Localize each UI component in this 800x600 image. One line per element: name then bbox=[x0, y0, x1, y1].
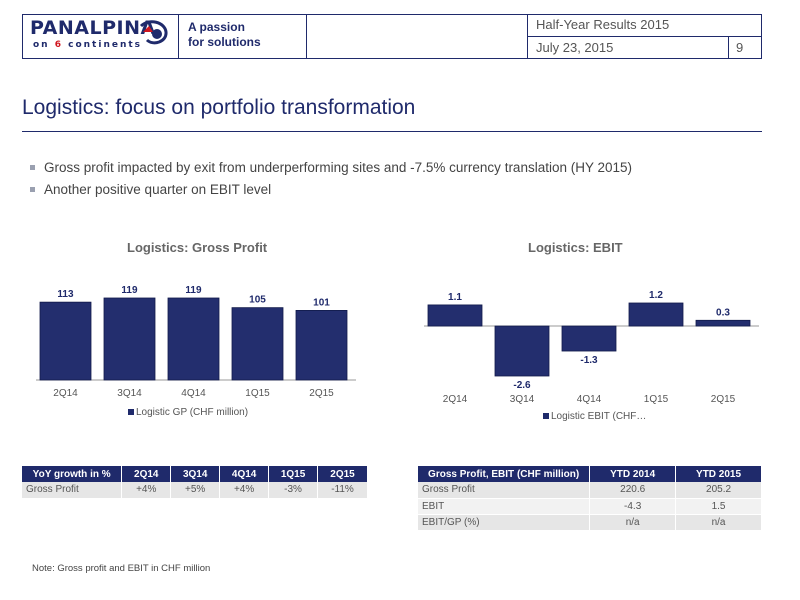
column-header: 3Q14 bbox=[170, 466, 221, 482]
tick-label: 2Q14 bbox=[443, 394, 468, 405]
table-cell: +4% bbox=[219, 482, 270, 499]
bullet-list: Gross profit impacted by exit from under… bbox=[30, 157, 632, 201]
data-label: 113 bbox=[57, 289, 74, 300]
logo-globe-icon bbox=[139, 20, 168, 45]
footnote: Note: Gross profit and EBIT in CHF milli… bbox=[32, 563, 211, 574]
data-label: 1.1 bbox=[448, 292, 462, 303]
column-header: 2Q14 bbox=[121, 466, 172, 482]
data-label: -1.3 bbox=[580, 355, 598, 366]
data-label: 101 bbox=[313, 297, 330, 308]
data-label: 119 bbox=[185, 285, 202, 296]
gp-legend: Logistic GP (CHF million) bbox=[128, 407, 248, 418]
logo-wordmark: PANALPINA bbox=[30, 17, 156, 39]
page-title: Logistics: focus on portfolio transforma… bbox=[22, 96, 416, 119]
bar-2Q14 bbox=[427, 304, 483, 327]
data-label: 119 bbox=[121, 285, 138, 296]
table-row: EBIT -4.3 1.5 bbox=[418, 498, 762, 515]
table-row: EBIT/GP (%) n/a n/a bbox=[418, 514, 762, 531]
bar-3Q14 bbox=[103, 297, 156, 381]
bullet-item: Another positive quarter on EBIT level bbox=[30, 179, 632, 201]
table-cell: 220.6 bbox=[589, 482, 677, 499]
yoy-growth-table: YoY growth in % 2Q14 3Q14 4Q14 1Q15 2Q15 Gros… bbox=[22, 466, 368, 499]
data-label: 0.3 bbox=[716, 307, 730, 318]
tick-label: 4Q14 bbox=[181, 388, 206, 399]
tick-label: 1Q15 bbox=[245, 388, 270, 399]
bar-2Q15 bbox=[695, 319, 751, 327]
table-cell: 205.2 bbox=[675, 482, 762, 499]
bar-2Q14 bbox=[39, 301, 92, 381]
bar-2Q15 bbox=[295, 310, 348, 381]
ebit-chart-title: Logistics: EBIT bbox=[528, 240, 623, 255]
table-cell: -4.3 bbox=[589, 498, 677, 515]
document-title: Half-Year Results 2015 bbox=[536, 17, 670, 32]
row-label: Gross Profit bbox=[418, 482, 591, 499]
gp-bar-chart: 113 2Q14 119 3Q14 119 4Q14 105 1Q15 101 2Q15 bbox=[36, 285, 356, 399]
legend-swatch bbox=[543, 413, 549, 419]
bar-3Q14 bbox=[494, 325, 550, 377]
gp-chart-title: Logistics: Gross Profit bbox=[127, 240, 268, 255]
tick-label: 2Q15 bbox=[711, 394, 736, 405]
table-cell: 1.5 bbox=[675, 498, 762, 515]
bullet-item: Gross profit impacted by exit from under… bbox=[30, 157, 632, 179]
ytd-table: Gross Profit, EBIT (CHF million) YTD 2014… bbox=[418, 466, 762, 531]
table-cell: -11% bbox=[317, 482, 368, 499]
row-label: EBIT/GP (%) bbox=[418, 514, 591, 531]
document-date: July 23, 2015 bbox=[536, 40, 614, 55]
table-cell: +4% bbox=[121, 482, 172, 499]
data-label: -2.6 bbox=[513, 380, 531, 391]
table-cell: +5% bbox=[170, 482, 221, 499]
data-label: 1.2 bbox=[649, 290, 663, 301]
table-cell: -3% bbox=[268, 482, 319, 499]
bar-1Q15 bbox=[231, 307, 284, 381]
table-row: Gross Profit +4% +5% +4% -3% -11% bbox=[22, 482, 368, 499]
data-label: 105 bbox=[249, 295, 266, 306]
bullet-square-icon bbox=[30, 165, 35, 170]
column-header: YTD 2015 bbox=[675, 466, 762, 482]
tick-label: 2Q14 bbox=[53, 388, 78, 399]
column-header: 1Q15 bbox=[268, 466, 319, 482]
column-header: Gross Profit, EBIT (CHF million) bbox=[418, 466, 591, 482]
ebit-bar-chart: 1.1 2Q14 -2.6 3Q14 -1.3 4Q14 1.2 1Q15 0.3 2Q15 bbox=[424, 290, 759, 405]
tagline: A passion for solutions bbox=[188, 20, 261, 49]
tick-label: 2Q15 bbox=[309, 388, 334, 399]
title-divider bbox=[22, 131, 762, 132]
ebit-legend: Logistic EBIT (CHF… bbox=[543, 411, 646, 422]
tick-label: 4Q14 bbox=[577, 394, 602, 405]
column-header: 2Q15 bbox=[317, 466, 368, 482]
logo-subtitle: on 6 continents bbox=[33, 40, 143, 50]
table-row: Gross Profit 220.6 205.2 bbox=[418, 482, 762, 499]
row-label: Gross Profit bbox=[22, 482, 123, 499]
page-number: 9 bbox=[736, 40, 744, 55]
bar-1Q15 bbox=[628, 302, 684, 327]
table-cell: n/a bbox=[589, 514, 677, 531]
row-label: EBIT bbox=[418, 498, 591, 515]
table-cell: n/a bbox=[675, 514, 762, 531]
tick-label: 3Q14 bbox=[117, 388, 142, 399]
tick-label: 1Q15 bbox=[644, 394, 669, 405]
bullet-square-icon bbox=[30, 187, 35, 192]
header-frame bbox=[22, 14, 762, 59]
column-header: 4Q14 bbox=[219, 466, 270, 482]
column-header: YoY growth in % bbox=[22, 466, 123, 482]
tick-label: 3Q14 bbox=[510, 394, 535, 405]
bar-4Q14 bbox=[561, 325, 617, 352]
legend-swatch bbox=[128, 409, 134, 415]
column-header: YTD 2014 bbox=[589, 466, 677, 482]
bar-4Q14 bbox=[167, 297, 220, 381]
